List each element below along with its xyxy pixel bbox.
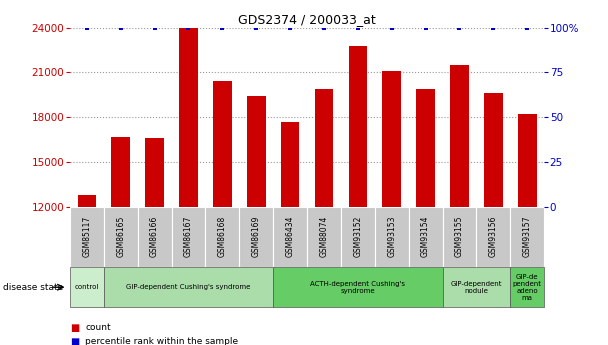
Text: ACTH-dependent Cushing's
syndrome: ACTH-dependent Cushing's syndrome [310, 281, 406, 294]
Text: disease state: disease state [3, 283, 63, 292]
Text: GSM93157: GSM93157 [523, 215, 532, 257]
Title: GDS2374 / 200033_at: GDS2374 / 200033_at [238, 13, 376, 27]
Text: GSM85117: GSM85117 [82, 215, 91, 257]
Bar [443, 207, 477, 267]
Text: GIP-de
pendent
adeno
ma: GIP-de pendent adeno ma [513, 274, 542, 301]
Bar [518, 114, 536, 207]
Bar [247, 96, 266, 207]
Bar [510, 267, 544, 307]
Text: GSM86168: GSM86168 [218, 215, 227, 257]
Text: GSM93155: GSM93155 [455, 215, 464, 257]
Text: GSM86434: GSM86434 [286, 215, 295, 257]
Text: GSM93156: GSM93156 [489, 215, 498, 257]
Bar [273, 267, 443, 307]
Text: GSM93154: GSM93154 [421, 215, 430, 257]
Bar [78, 195, 96, 207]
Text: GSM86165: GSM86165 [116, 215, 125, 257]
Bar [443, 267, 510, 307]
Text: GIP-dependent
nodule: GIP-dependent nodule [451, 281, 502, 294]
Bar [145, 138, 164, 207]
Bar [409, 207, 443, 267]
Bar [70, 207, 104, 267]
Bar [206, 207, 240, 267]
Text: GSM93153: GSM93153 [387, 215, 396, 257]
Bar [375, 207, 409, 267]
Bar [348, 46, 367, 207]
Bar [307, 207, 341, 267]
Bar [213, 81, 232, 207]
Bar [70, 267, 104, 307]
Bar [510, 207, 544, 267]
Text: GSM93152: GSM93152 [353, 215, 362, 257]
Bar [315, 89, 333, 207]
Bar [137, 207, 171, 267]
Text: control: control [75, 284, 99, 290]
Text: count: count [85, 323, 111, 332]
Bar [240, 207, 273, 267]
Text: ■: ■ [70, 323, 79, 333]
Bar [382, 71, 401, 207]
Bar [281, 122, 299, 207]
Text: GIP-dependent Cushing's syndrome: GIP-dependent Cushing's syndrome [126, 284, 250, 290]
Bar [273, 207, 307, 267]
Bar [450, 65, 469, 207]
Text: GSM86166: GSM86166 [150, 215, 159, 257]
Bar [104, 267, 273, 307]
Bar [179, 28, 198, 207]
Text: GSM86169: GSM86169 [252, 215, 261, 257]
Text: ■: ■ [70, 337, 79, 345]
Bar [484, 93, 503, 207]
Text: percentile rank within the sample: percentile rank within the sample [85, 337, 238, 345]
Bar [171, 207, 206, 267]
Bar [104, 207, 137, 267]
Bar [416, 89, 435, 207]
Bar [341, 207, 375, 267]
Bar [477, 207, 510, 267]
Text: GSM86167: GSM86167 [184, 215, 193, 257]
Text: GSM88074: GSM88074 [319, 215, 328, 257]
Bar [111, 137, 130, 207]
